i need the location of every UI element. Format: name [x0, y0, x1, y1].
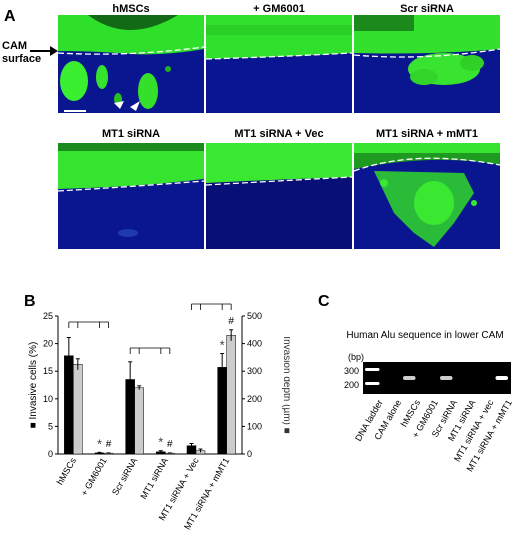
significance-hash: # [228, 316, 234, 327]
right-tick-label: 0 [247, 449, 252, 459]
category-label: + GM6001 [79, 456, 109, 498]
micrograph-gm6001 [206, 15, 352, 113]
panel-c-label: C [318, 293, 330, 310]
left-tick-label: 5 [48, 421, 53, 431]
y-axis-left-label: ■ Invasive cells (%) [28, 342, 39, 429]
significance-hash: # [167, 439, 173, 450]
panel-b-label: B [24, 293, 36, 310]
cam-surface-arrow [30, 46, 58, 56]
bp-unit-label: (bp) [348, 352, 365, 362]
image-title-mt1-sirna: MT1 siRNA [101, 128, 161, 140]
left-tick-label: 20 [43, 339, 53, 349]
bar-invasion-depth [226, 335, 236, 455]
micrograph-hmscs [58, 15, 204, 113]
category-label: Scr siRNA [110, 456, 139, 497]
bar-invasion-depth [134, 387, 144, 455]
right-tick-label: 200 [247, 394, 262, 404]
ladder-band [365, 382, 380, 385]
left-tick-label: 25 [43, 311, 53, 321]
significance-star: * [158, 435, 163, 450]
marker-300: 300 [344, 366, 360, 376]
micrograph-mt1-sirna [58, 143, 204, 249]
alu-band [440, 376, 453, 380]
micrograph-mt1-sirna-vec [206, 143, 352, 249]
category-label: hMSCs [55, 456, 79, 487]
gel-image [363, 362, 511, 394]
significance-star: * [97, 436, 102, 451]
alu-band [495, 376, 508, 380]
image-title-gm6001: + GM6001 [253, 3, 305, 15]
y-axis-right-label: Invasion depth (µm) ■ [281, 336, 290, 433]
gel-title: Human Alu sequence in lower CAM [346, 330, 504, 341]
category-label: MT1 siRNA [138, 456, 170, 501]
invasion-bar-chart: 0 5 10 15 20 25 0 100 200 300 400 500 ■ Invasive cel… [28, 303, 290, 531]
left-tick-label: 15 [43, 366, 53, 376]
significance-star: * [220, 338, 225, 353]
right-tick-label: 400 [247, 339, 262, 349]
right-tick-label: 500 [247, 311, 262, 321]
significance-hash: # [106, 439, 112, 450]
image-title-scr-sirna: Scr siRNA [400, 3, 454, 15]
panel-a-label: A [4, 8, 16, 25]
ladder-band [365, 368, 380, 371]
cam-surface-label: CAM surface [2, 40, 41, 66]
image-title-hmscs: hMSCs [112, 3, 150, 15]
left-tick-label: 10 [43, 394, 53, 404]
right-tick-label: 100 [247, 421, 262, 431]
cam-label-line1: CAM [2, 40, 28, 52]
bar-invasion-depth [73, 364, 83, 455]
micrograph-scr-sirna [354, 15, 500, 113]
micrograph-mt1-sirna-mmt1 [354, 143, 500, 249]
cam-label-line2: surface [2, 53, 42, 65]
right-tick-label: 300 [247, 366, 262, 376]
alu-band [403, 376, 416, 380]
image-title-mt1-sirna-vec: MT1 siRNA + Vec [234, 128, 324, 140]
left-tick-label: 0 [48, 449, 53, 459]
marker-200: 200 [344, 380, 360, 390]
image-title-mt1-sirna-mmt1: MT1 siRNA + mMT1 [376, 128, 478, 140]
